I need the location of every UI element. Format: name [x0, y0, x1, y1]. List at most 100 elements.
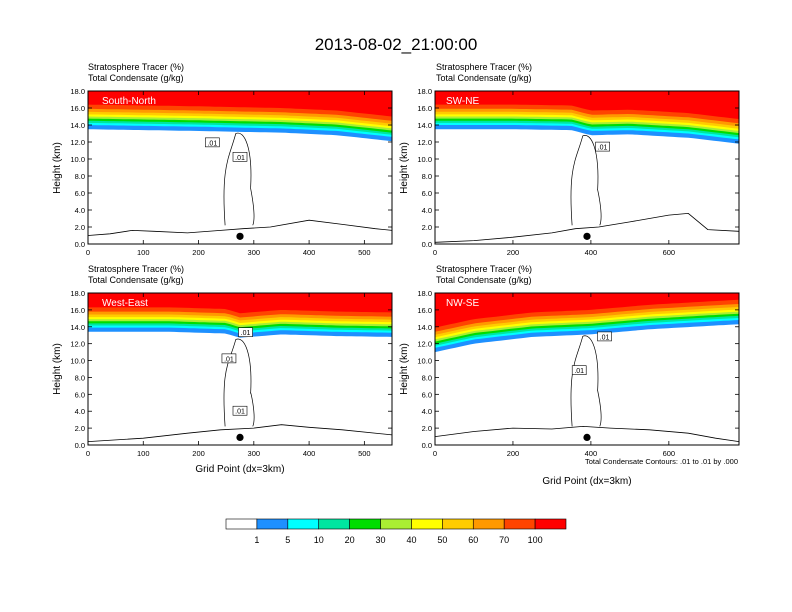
y-tick-label: 18.0	[70, 289, 85, 298]
colorbar-swatch-0	[225, 518, 258, 530]
y-axis-label: Height (km)	[52, 343, 63, 395]
x-tick-label: 200	[507, 449, 520, 458]
tracer-band-10	[88, 91, 392, 117]
colorbar-label: 1	[254, 535, 259, 545]
x-tick-label: 300	[248, 449, 261, 458]
y-tick-label: 2.0	[75, 424, 85, 433]
panel-west-east: Stratosphere Tracer (%) Total Condensate…	[52, 264, 393, 475]
colorbar-label: 5	[285, 535, 290, 545]
y-tick-label: 6.0	[75, 390, 85, 399]
x-tick-label: 600	[663, 248, 676, 257]
x-tick-label: 100	[137, 449, 150, 458]
plot-frame	[434, 292, 740, 446]
y-tick-label: 8.0	[422, 373, 432, 382]
contour-label: .01	[235, 155, 245, 162]
panel-title-line1: Stratosphere Tracer (%)	[88, 62, 184, 72]
y-tick-label: 10.0	[70, 155, 85, 164]
colorbar-swatch-5	[380, 518, 412, 530]
plot-frame	[87, 292, 393, 446]
colorbar-label: 40	[406, 535, 416, 545]
y-tick-label: 10.0	[417, 155, 432, 164]
y-axis-label: Height (km)	[399, 142, 410, 194]
plot-area: .01 .01 0.0 2.0 4.0 6.0 8.0 10.0 12.0 14.0 16.0 18.…	[70, 87, 393, 257]
y-tick-label: 6.0	[75, 189, 85, 198]
x-axis-label: Grid Point (dx=3km)	[542, 476, 631, 487]
terrain-line	[434, 212, 740, 243]
y-tick-label: 0.0	[75, 441, 85, 450]
figure-title: 2013-08-02_21:00:00	[315, 35, 478, 54]
x-tick-label: 600	[663, 449, 676, 458]
y-tick-label: 2.0	[75, 223, 85, 232]
panel-sw-ne: Stratosphere Tracer (%) Total Condensate…	[399, 62, 740, 257]
colorbar-label: 60	[468, 535, 478, 545]
tracer-band-10	[435, 91, 739, 119]
contour-label-box	[571, 365, 587, 375]
plot-frame	[87, 90, 393, 245]
point-marker	[236, 232, 244, 240]
contour-label: .01	[241, 330, 251, 337]
x-axis-label: Grid Point (dx=3km)	[195, 464, 284, 475]
x-tick-label: 200	[507, 248, 520, 257]
x-tick-label: 0	[433, 449, 437, 458]
footnote: Total Condensate Contours: .01 to .01 by…	[585, 457, 738, 466]
x-tick-label: 0	[433, 248, 437, 257]
panel-south-north: Stratosphere Tracer (%) Total Condensate…	[52, 62, 393, 257]
terrain-line	[87, 424, 393, 442]
colorbar-swatch-4	[349, 518, 381, 530]
point-marker	[583, 232, 591, 240]
y-tick-label: 18.0	[417, 289, 432, 298]
colorbar-swatch-1	[256, 518, 289, 530]
contour-label: .01	[235, 409, 245, 416]
y-tick-label: 12.0	[70, 138, 85, 147]
x-tick-label: 200	[192, 449, 205, 458]
panel-title-line1: Stratosphere Tracer (%)	[436, 62, 532, 72]
contour-label: .01	[598, 145, 608, 152]
colorbar-label: 50	[437, 535, 447, 545]
y-tick-label: 16.0	[70, 306, 85, 315]
panel-label: West-East	[102, 298, 148, 309]
y-tick-label: 8.0	[75, 373, 85, 382]
panel-title-line2: Total Condensate (g/kg)	[88, 275, 184, 285]
y-tick-label: 4.0	[75, 407, 85, 416]
condensate-contour	[223, 132, 255, 226]
colorbar-swatch-3	[318, 518, 350, 530]
y-tick-label: 12.0	[417, 340, 432, 349]
panel-label: SW-NE	[446, 96, 479, 107]
y-tick-label: 14.0	[70, 323, 85, 332]
panel-label: South-North	[102, 96, 156, 107]
contour-label-box	[595, 141, 610, 152]
x-tick-label: 100	[137, 248, 150, 257]
x-tick-label: 0	[86, 248, 90, 257]
contour-label: .01	[224, 356, 234, 363]
x-tick-label: 300	[248, 248, 261, 257]
contour-label: .01	[600, 334, 610, 341]
contour-label-box	[221, 353, 237, 364]
y-tick-label: 12.0	[417, 138, 432, 147]
contour-label: .01	[574, 368, 584, 375]
panel-title-line2: Total Condensate (g/kg)	[436, 73, 532, 83]
terrain-line	[87, 219, 393, 236]
x-tick-label: 200	[192, 248, 205, 257]
y-tick-label: 14.0	[417, 121, 432, 130]
y-tick-label: 4.0	[422, 206, 432, 215]
terrain-line	[434, 425, 740, 442]
condensate-contour	[570, 135, 602, 226]
colorbar-label: 20	[345, 535, 355, 545]
y-tick-label: 16.0	[70, 104, 85, 113]
plot-area: .01 .01 .01 0.0 2.0 4.0 6.0 8.0 10.0 12.0 14.0 16.0…	[70, 289, 393, 458]
colorbar-label: 70	[499, 535, 509, 545]
colorbar-swatch-6	[411, 518, 443, 530]
y-tick-label: 2.0	[422, 424, 432, 433]
x-tick-label: 0	[86, 449, 90, 458]
contour-label: .01	[207, 140, 217, 147]
contour-label-box	[597, 331, 612, 342]
plot-area: .01 0.0 2.0 4.0 6.0 8.0 10.0 12.0 14.0 16.0 18.0 0 2…	[417, 87, 740, 257]
colorbar-swatch-9	[503, 518, 536, 530]
colorbar: 1 5 10 20 30 40 50 60 70 100	[225, 518, 567, 545]
colorbar-label: 10	[314, 535, 324, 545]
tracer-band-10	[435, 293, 739, 328]
x-tick-label: 500	[358, 449, 371, 458]
y-tick-label: 0.0	[75, 240, 85, 249]
x-tick-label: 400	[585, 449, 598, 458]
